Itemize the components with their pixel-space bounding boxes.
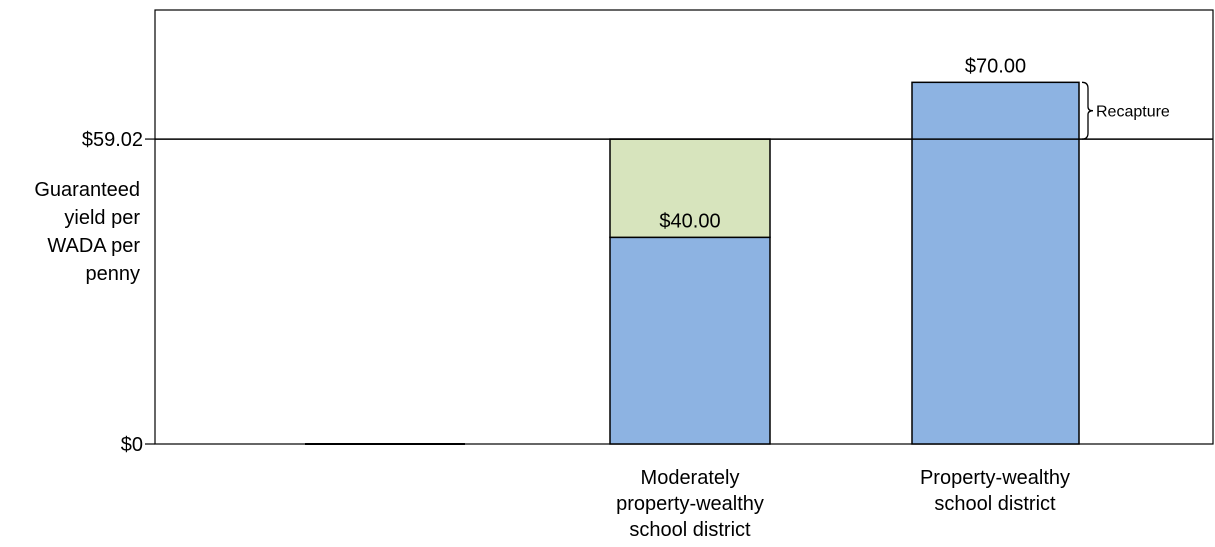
- recapture-brace: [1081, 81, 1094, 140]
- y-axis-label: Guaranteed yield per WADA per penny: [0, 176, 140, 288]
- x-category-label-line: school district: [629, 519, 751, 541]
- x-category-label-wealthy: Property-wealthy school district: [885, 465, 1105, 517]
- bar-segment: [609, 236, 771, 445]
- y-axis-label-line: Guaranteed: [34, 179, 140, 201]
- x-category-label-line: property-wealthy: [616, 493, 764, 515]
- y-axis-label-line: WADA per: [47, 235, 140, 257]
- annotation-label: Recapture: [1096, 104, 1170, 121]
- bar-segment: [911, 81, 1080, 445]
- y-axis-label-line: penny: [85, 263, 141, 285]
- y-axis-label-line: yield per: [64, 207, 140, 229]
- data-label: $70.00: [965, 55, 1026, 77]
- x-category-label-line: Property-wealthy: [919, 467, 1071, 489]
- y-tick-label: $0: [121, 434, 143, 456]
- data-label: $40.00: [659, 210, 720, 232]
- x-category-label-moderate: Moderately property-wealthy school distr…: [580, 465, 800, 543]
- x-category-label-line: Moderately: [640, 467, 740, 489]
- bar-segment: [609, 138, 771, 239]
- y-tick-label: $59.02: [82, 129, 143, 151]
- x-category-label-line: school district: [934, 493, 1056, 515]
